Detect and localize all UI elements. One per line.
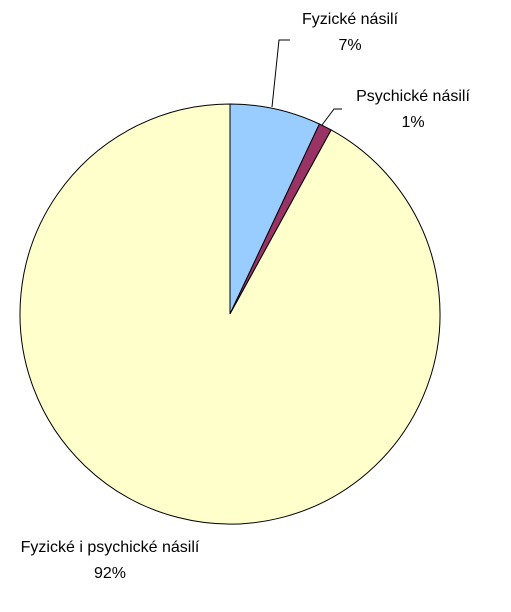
leader-line — [271, 39, 290, 108]
slice-label: Fyzické násilí 7% — [270, 7, 430, 59]
slice-label: Psychické násilí 1% — [333, 84, 493, 136]
slice-percent: 7% — [338, 37, 362, 54]
pie-slice — [19, 103, 441, 525]
slice-name: Fyzické i psychické násilí — [20, 539, 200, 556]
slice-label: Fyzické i psychické násilí 92% — [10, 535, 210, 587]
slice-name: Fyzické násilí — [301, 11, 399, 28]
slice-percent: 92% — [93, 565, 127, 582]
slice-name: Psychické násilí — [356, 88, 470, 105]
leader-line — [321, 108, 342, 126]
slice-percent: 1% — [401, 114, 425, 131]
